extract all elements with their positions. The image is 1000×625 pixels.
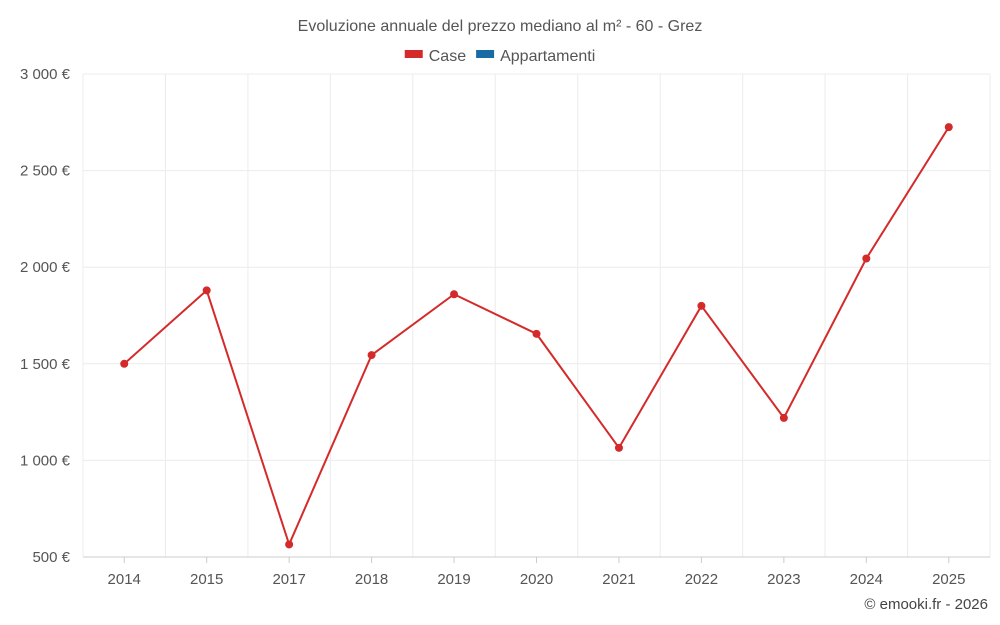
x-tick-label: 2023 [767,571,800,588]
series-group [120,123,953,549]
data-point[interactable] [202,286,211,295]
legend-swatch [404,50,423,58]
y-tick-label: 2 500 € [20,163,71,180]
x-tick-label: 2021 [602,571,635,588]
y-axis: 500 € 1 000 € 1 500 € 2 000 € 2 500 € 3 000 € [20,66,71,566]
data-point[interactable] [450,290,459,299]
grid [82,73,991,558]
legend-swatch [476,50,495,58]
data-point[interactable] [532,329,541,338]
data-point[interactable] [120,359,129,368]
data-point[interactable] [614,443,623,452]
x-tick-label: 2017 [272,571,305,588]
credit: © emooki.fr - 2026 [864,596,988,613]
data-point[interactable] [779,413,788,422]
data-point[interactable] [944,123,953,132]
data-point[interactable] [697,301,706,310]
legend-item-appartamenti[interactable]: Appartamenti [476,48,595,65]
x-axis: 2014 2015 2017 2018 2019 2020 2021 2022 2023 2024… [108,557,965,588]
x-tick-label: 2020 [520,571,553,588]
x-tick-label: 2024 [850,571,883,588]
x-tick-label: 2019 [437,571,470,588]
data-point[interactable] [862,254,871,263]
y-tick-label: 1 000 € [20,452,71,469]
x-tick-label: 2018 [355,571,388,588]
data-point[interactable] [285,540,294,549]
y-tick-label: 500 € [32,549,70,566]
x-tick-label: 2022 [685,571,718,588]
legend-item-case[interactable]: Case [404,48,466,65]
legend: Case Appartamenti [404,48,595,65]
legend-label: Appartamenti [500,48,595,65]
y-tick-label: 1 500 € [20,356,71,373]
x-tick-label: 2014 [108,571,141,588]
data-point[interactable] [367,351,376,360]
legend-label: Case [429,48,466,65]
x-tick-label: 2025 [932,571,965,588]
chart-title: Evoluzione annuale del prezzo mediano al… [298,18,703,35]
y-tick-label: 2 000 € [20,259,71,276]
y-tick-label: 3 000 € [20,66,71,83]
x-tick-label: 2015 [190,571,223,588]
